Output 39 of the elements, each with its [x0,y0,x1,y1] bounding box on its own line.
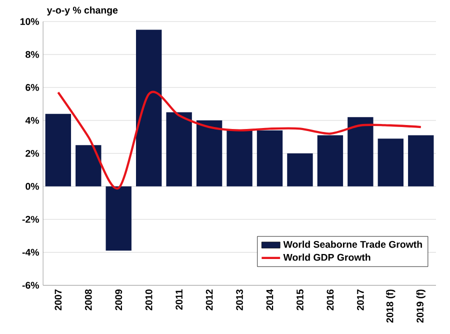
x-tick-label: 2017 [357,290,364,310]
y-tick-label: 8% [26,51,40,58]
x-tick-label: 2013 [236,290,243,310]
line-series [57,91,422,190]
bar [196,120,222,187]
y-tick-label: 4% [25,117,40,124]
y-tick-label: 0% [26,183,40,190]
legend-label: World Seaborne Trade Growth [283,240,422,248]
x-tick-label: 2018 (f) [386,290,396,323]
y-tick-label: -4% [22,249,40,256]
y-axis-title: y-o-y % change [46,6,118,16]
x-tick-label: 2019 (f) [416,290,426,323]
legend-label: World GDP Growth [283,254,370,261]
bar [317,135,344,187]
bar [348,117,374,187]
y-tick-label: -6% [22,282,40,289]
bar [45,114,72,187]
x-tick-label: 2007 [54,290,62,310]
x-tick-label: 2010 [145,290,152,310]
x-tick-label: 2008 [84,290,92,310]
bar [166,112,192,187]
x-tick-label: 2015 [296,289,304,310]
bar [106,186,132,251]
y-tick-label: -2% [22,216,40,223]
bar [76,145,102,187]
bar [256,130,283,187]
x-tick-label: 2014 [266,289,274,310]
bar [408,135,434,187]
bar [136,30,162,187]
bar [287,154,313,187]
bar [226,130,252,187]
y-tick-label: 2% [26,150,40,157]
bar [378,138,404,187]
x-tick-label: 2012 [206,290,213,310]
x-tick-label: 2016 [326,290,334,310]
y-tick-label: 10% [20,18,40,26]
y-tick-label: 6% [26,84,40,92]
x-tick-label: 2011 [176,289,183,310]
x-tick-label: 2009 [115,290,122,310]
